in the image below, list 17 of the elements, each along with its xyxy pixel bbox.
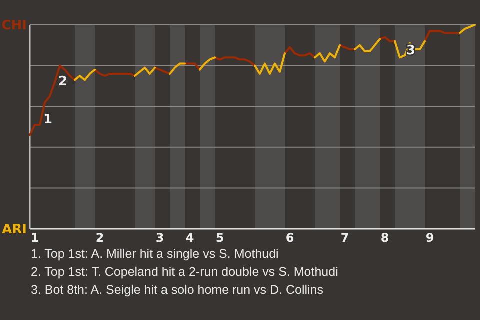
x-tick-label: 8 [380,231,390,245]
text: 3. Bot 8th: A. Seigle hit a solo home run vs D. Collins [31,283,324,297]
x-tick-label: 4 [186,231,194,245]
x-tick-label: 3 [156,231,164,245]
text: ARI [2,222,27,238]
x-tick-label: 5 [216,231,224,245]
annotation: 1 [43,112,53,128]
x-tick-label: 2 [96,231,104,245]
text: CHI [2,18,27,34]
text: 1. Top 1st: A. Miller hit a single vs S. Mothudi [31,247,279,261]
x-tick-label: 7 [340,231,350,245]
annotation: 3 [406,44,416,59]
x-tick-label: 6 [286,231,294,245]
text: 2. Top 1st: T. Copeland hit a 2-run double vs S. Mothudi [31,265,338,279]
x-tick-label: 9 [426,231,434,245]
annotation: 2 [58,74,68,90]
x-tick-label: 1 [30,231,40,245]
